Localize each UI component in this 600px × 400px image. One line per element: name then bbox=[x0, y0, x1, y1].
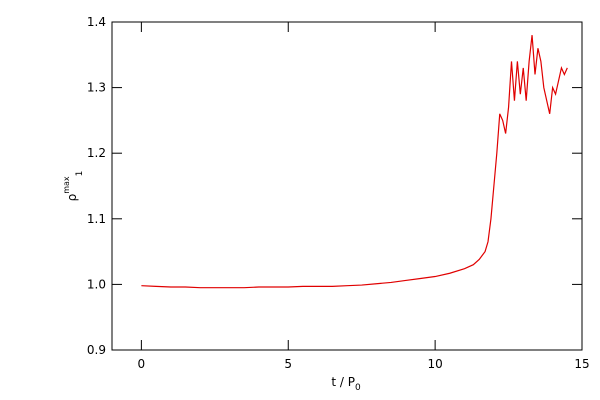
y-tick-label: 1.3 bbox=[87, 81, 106, 95]
x-tick-label: 10 bbox=[427, 357, 442, 371]
x-tick-label: 5 bbox=[284, 357, 292, 371]
y-label-sup: max bbox=[62, 176, 71, 194]
x-tick-label: 0 bbox=[138, 357, 146, 371]
plot-frame bbox=[111, 21, 583, 351]
y-tick-label: 1.4 bbox=[87, 15, 106, 29]
y-label-base: ρ bbox=[65, 194, 79, 202]
y-tick-label: 1.1 bbox=[87, 212, 106, 226]
y-tick-label: 1.2 bbox=[87, 146, 106, 160]
x-label-base: t / P bbox=[331, 375, 355, 389]
x-label-sub: 0 bbox=[355, 383, 361, 393]
y-tick-label: 1.0 bbox=[87, 277, 106, 291]
y-tick-label: 0.9 bbox=[87, 343, 106, 357]
x-axis-label: t / P0 bbox=[331, 375, 361, 393]
y-label-sub: 1 bbox=[75, 171, 85, 177]
data-line bbox=[141, 35, 568, 289]
y-axis-label: ρmax 1 bbox=[62, 171, 85, 202]
x-tick-label: 15 bbox=[574, 357, 589, 371]
